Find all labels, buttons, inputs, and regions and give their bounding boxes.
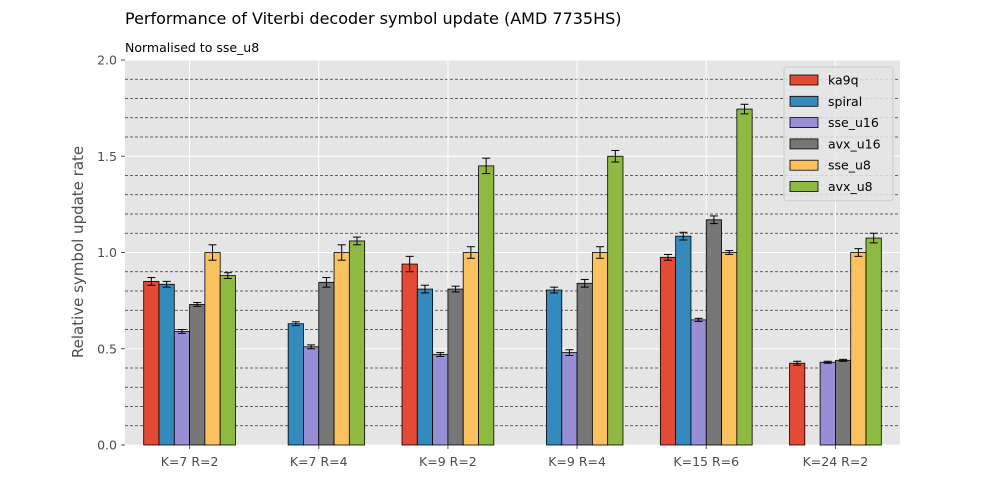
legend-label-sse_u8: sse_u8 bbox=[828, 158, 871, 173]
bar-spiral bbox=[675, 235, 692, 446]
bar-avx_u16 bbox=[189, 304, 206, 446]
y-tick-label: 1.0 bbox=[97, 245, 117, 260]
legend-swatch-sse_u8 bbox=[789, 159, 819, 171]
bar-avx_u8 bbox=[607, 155, 624, 446]
bar-ka9q bbox=[659, 256, 677, 446]
bar-sse_u16 bbox=[819, 361, 836, 446]
bar-avx_u16 bbox=[447, 288, 464, 446]
bar-spiral bbox=[158, 283, 175, 446]
chart-title: Performance of Viterbi decoder symbol up… bbox=[125, 9, 622, 28]
bar-avx_u8 bbox=[348, 240, 366, 446]
legend-label-spiral: spiral bbox=[828, 94, 862, 109]
y-axis-label: Relative symbol update rate bbox=[69, 146, 87, 358]
x-tick-label: K=7 R=2 bbox=[161, 454, 219, 469]
legend-label-avx_u16: avx_u16 bbox=[828, 136, 881, 151]
y-tick-label: 2.0 bbox=[97, 53, 117, 68]
y-tick-label: 0.0 bbox=[97, 438, 117, 453]
legend-swatch-sse_u16 bbox=[789, 117, 819, 128]
bar-sse_u16 bbox=[561, 352, 578, 446]
legend-swatch-spiral bbox=[789, 95, 819, 107]
x-tick-label: K=9 R=4 bbox=[548, 454, 606, 469]
bar-sse_u8 bbox=[333, 252, 350, 446]
legend: ka9q spiral sse_u16 avx_u16 sse_u8 avx_u8 bbox=[783, 66, 894, 202]
bar-sse_u16 bbox=[690, 319, 707, 446]
legend-label-ka9q: ka9q bbox=[828, 73, 859, 88]
x-tick-label: K=24 R=2 bbox=[803, 454, 869, 469]
bar-avx_u16 bbox=[835, 359, 852, 446]
legend-swatch-ka9q bbox=[789, 74, 819, 86]
bar-avx_u16 bbox=[705, 219, 722, 446]
bar-avx_u8 bbox=[865, 237, 882, 446]
x-tick-label: K=15 R=6 bbox=[673, 454, 739, 469]
bar-spiral bbox=[416, 288, 434, 446]
bar-ka9q bbox=[143, 280, 160, 446]
legend-label-avx_u8: avx_u8 bbox=[828, 179, 873, 194]
x-tick-label: K=7 R=4 bbox=[290, 454, 348, 469]
x-tick-label: K=9 R=2 bbox=[419, 454, 477, 469]
y-tick-label: 0.5 bbox=[97, 341, 117, 356]
bar-spiral bbox=[287, 323, 304, 446]
bar-sse_u16 bbox=[303, 346, 320, 446]
axes: 0.0 0.5 1.0 1.5 2.0 K=7 R=2 K=7 R=4 K=9 R=2 K=9 … bbox=[97, 53, 868, 470]
bar-avx_u8 bbox=[219, 275, 236, 446]
bars bbox=[143, 103, 882, 446]
legend-swatch-avx_u8 bbox=[789, 181, 819, 192]
chart-subtitle: Normalised to sse_u8 bbox=[125, 40, 259, 55]
bar-avx_u16 bbox=[576, 282, 593, 446]
bar-sse_u8 bbox=[850, 252, 867, 446]
bar-sse_u8 bbox=[462, 252, 479, 446]
bar-ka9q bbox=[789, 362, 806, 446]
bar-sse_u16 bbox=[173, 331, 190, 446]
bar-sse_u16 bbox=[432, 354, 449, 446]
bar-ka9q bbox=[401, 263, 418, 446]
bar-avx_u8 bbox=[736, 108, 753, 446]
bar-sse_u8 bbox=[721, 252, 738, 446]
bar-sse_u8 bbox=[591, 252, 609, 446]
bar-spiral bbox=[546, 289, 563, 446]
legend-swatch-avx_u16 bbox=[789, 138, 819, 150]
bar-avx_u16 bbox=[318, 281, 335, 446]
legend-label-sse_u16: sse_u16 bbox=[828, 115, 879, 130]
y-tick-label: 1.5 bbox=[97, 149, 117, 164]
bar-avx_u8 bbox=[478, 165, 495, 446]
bar-sse_u8 bbox=[204, 252, 221, 446]
